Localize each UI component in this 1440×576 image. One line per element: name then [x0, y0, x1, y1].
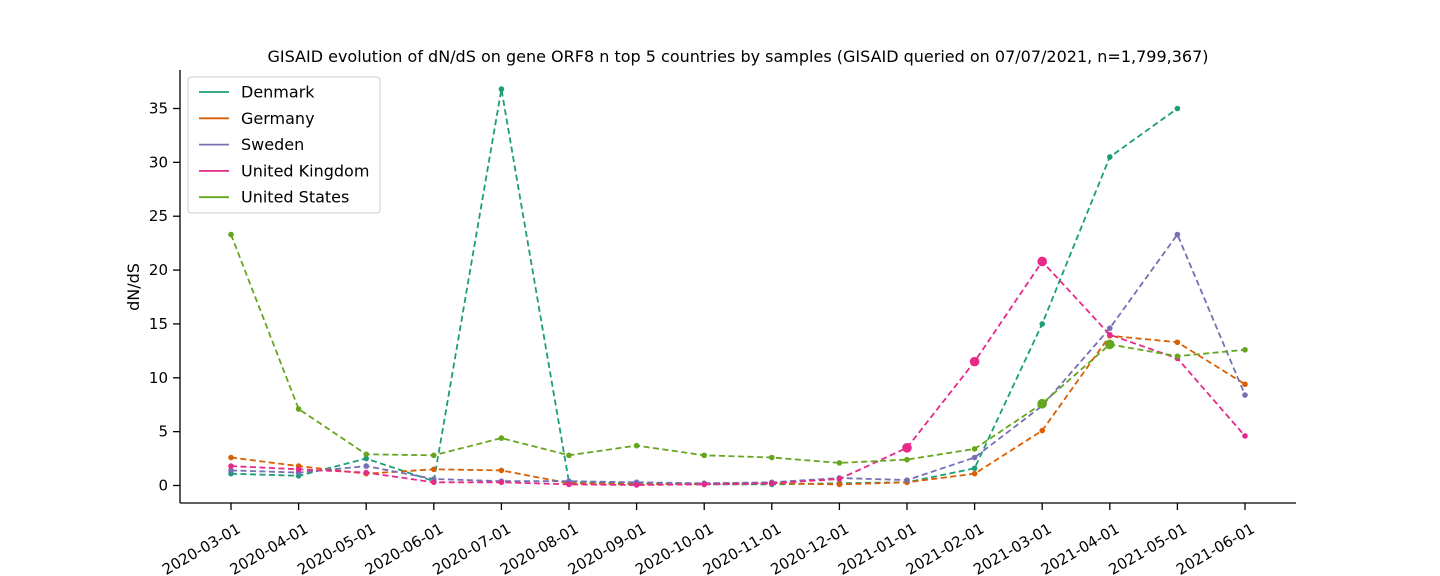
data-point	[633, 442, 640, 449]
y-axis-label: dN/dS	[124, 263, 143, 311]
series-line	[230, 234, 1246, 464]
legend-label: Germany	[241, 109, 315, 128]
data-point	[295, 466, 302, 473]
legend-label: Sweden	[241, 135, 304, 154]
data-point	[363, 463, 370, 469]
data-point	[1242, 433, 1248, 439]
y-tick-label: 35	[149, 100, 168, 118]
data-point	[701, 481, 707, 488]
data-point	[1242, 392, 1248, 398]
data-point	[1107, 154, 1113, 160]
chart-title: GISAID evolution of dN/dS on gene ORF8 n…	[267, 47, 1208, 66]
data-point	[971, 465, 978, 472]
legend-label: Denmark	[241, 83, 315, 102]
data-point	[1174, 105, 1181, 112]
y-tick-label: 20	[149, 261, 168, 279]
data-point	[431, 479, 437, 486]
data-point	[363, 469, 370, 476]
data-point	[1037, 398, 1047, 409]
data-point	[1174, 353, 1181, 360]
data-point	[902, 443, 912, 453]
series-united-kingdom	[228, 256, 1248, 488]
data-point	[1242, 346, 1248, 353]
data-point	[1174, 231, 1181, 238]
data-point	[1107, 331, 1113, 338]
data-point	[1105, 339, 1115, 350]
series-sweden	[228, 231, 1248, 487]
data-point	[769, 480, 775, 487]
data-point	[566, 452, 572, 459]
data-point	[431, 466, 437, 473]
series-line	[230, 232, 1246, 485]
legend: Denmark Germany Sweden United Kingdom United…	[187, 76, 381, 214]
y-tick-label: 10	[149, 369, 168, 387]
data-point	[228, 231, 234, 238]
data-point	[295, 406, 302, 412]
y-tick-label: 5	[158, 423, 168, 441]
data-point	[701, 452, 707, 459]
data-point	[1039, 321, 1045, 327]
data-point	[904, 456, 910, 463]
series-line	[230, 334, 1246, 486]
legend-label: United States	[241, 188, 349, 207]
data-point	[1242, 381, 1248, 388]
data-point	[363, 451, 370, 458]
data-point	[969, 356, 980, 367]
data-point	[769, 454, 775, 461]
data-point	[836, 460, 843, 466]
y-tick-label: 30	[149, 153, 168, 171]
y-tick-label: 15	[149, 315, 168, 333]
data-point	[1039, 427, 1045, 434]
data-point	[1107, 325, 1113, 332]
data-point	[498, 467, 505, 474]
data-point	[228, 467, 234, 474]
legend-label: United Kingdom	[241, 161, 369, 180]
data-point	[836, 481, 843, 488]
data-point	[971, 446, 978, 452]
data-point	[228, 463, 234, 469]
series-line	[230, 260, 1246, 486]
series-layer	[228, 86, 1248, 488]
data-point	[1174, 339, 1181, 346]
legend-box	[187, 76, 381, 214]
y-tick-label: 25	[149, 207, 168, 225]
series-united-states	[228, 231, 1248, 466]
data-point	[431, 452, 437, 459]
data-point	[498, 86, 505, 92]
data-point	[363, 455, 370, 462]
data-point	[228, 454, 234, 461]
data-point	[904, 477, 910, 483]
data-point	[971, 470, 978, 477]
data-point	[971, 454, 978, 461]
data-point	[1037, 256, 1047, 267]
data-point	[498, 479, 505, 486]
data-point	[566, 481, 572, 488]
data-point	[836, 476, 843, 482]
data-point	[498, 435, 505, 441]
data-point	[633, 482, 640, 488]
y-tick-label: 0	[158, 477, 168, 495]
